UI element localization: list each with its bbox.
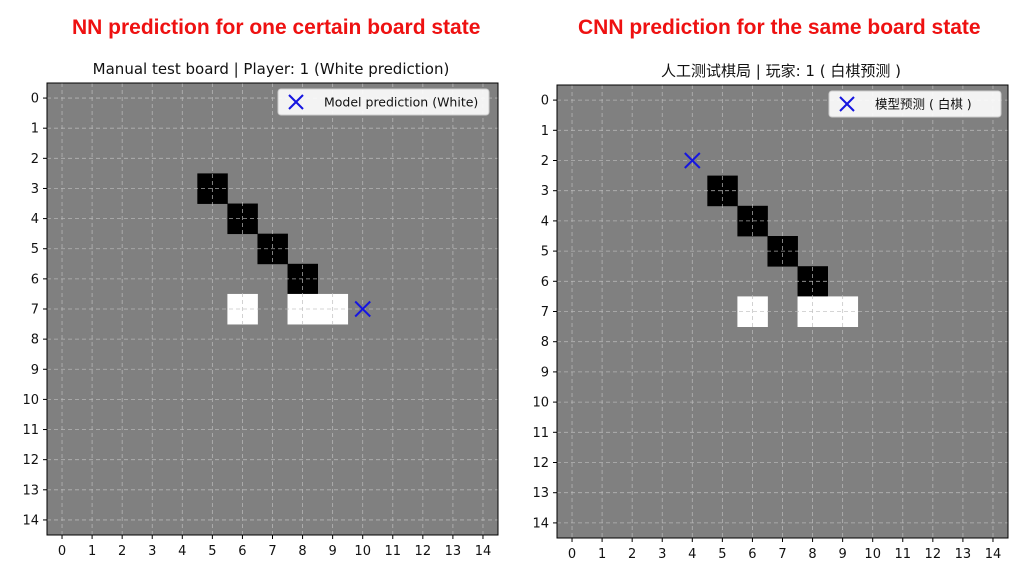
y-tick-label: 1 xyxy=(31,122,39,137)
legend: Model prediction (White) xyxy=(277,88,490,116)
x-tick-label: 8 xyxy=(298,544,306,559)
legend-box xyxy=(828,90,1002,118)
y-tick-label: 14 xyxy=(532,516,549,531)
x-tick-label: 3 xyxy=(148,544,156,559)
y-tick-label: 4 xyxy=(541,214,549,229)
legend-marker-icon xyxy=(839,96,855,112)
x-tick-label: 7 xyxy=(778,547,786,562)
y-tick-label: 3 xyxy=(541,184,549,199)
right-panel-heading: CNN prediction for the same board state xyxy=(578,16,981,39)
y-tick-label: 13 xyxy=(532,486,549,501)
x-tick-label: 6 xyxy=(748,547,756,562)
chart-title: Manual test board | Player: 1 (White pre… xyxy=(93,60,450,78)
x-tick-label: 1 xyxy=(88,544,96,559)
x-tick-label: 5 xyxy=(208,544,216,559)
y-tick-label: 4 xyxy=(31,212,39,227)
y-tick-label: 5 xyxy=(541,245,549,260)
y-tick-label: 6 xyxy=(541,275,549,290)
x-tick-label: 5 xyxy=(718,547,726,562)
x-tick-label: 10 xyxy=(354,544,371,559)
y-tick-label: 10 xyxy=(22,393,39,408)
x-tick-label: 3 xyxy=(658,547,666,562)
y-tick-label: 5 xyxy=(31,242,39,257)
x-tick-label: 14 xyxy=(475,544,492,559)
y-tick-label: 12 xyxy=(22,453,39,468)
legend-box xyxy=(277,88,490,116)
y-tick-label: 0 xyxy=(31,92,39,107)
y-tick-label: 8 xyxy=(31,333,39,348)
chart-title: 人工测试棋局 | 玩家: 1 ( 白棋预测 ) xyxy=(661,62,901,80)
x-tick-label: 0 xyxy=(58,544,66,559)
y-tick-label: 2 xyxy=(31,152,39,167)
y-tick-label: 7 xyxy=(541,305,549,320)
y-tick-label: 1 xyxy=(541,124,549,139)
x-tick-label: 9 xyxy=(838,547,846,562)
x-tick-label: 2 xyxy=(628,547,636,562)
x-tick-label: 9 xyxy=(328,544,336,559)
x-tick-label: 4 xyxy=(688,547,696,562)
y-tick-label: 9 xyxy=(31,363,39,378)
y-tick-label: 0 xyxy=(541,94,549,109)
x-tick-label: 2 xyxy=(118,544,126,559)
legend-label: 模型预测 ( 白棋 ) xyxy=(875,97,972,112)
y-tick-label: 11 xyxy=(22,423,39,438)
x-tick-label: 13 xyxy=(445,544,462,559)
x-tick-label: 4 xyxy=(178,544,186,559)
y-tick-label: 9 xyxy=(541,365,549,380)
x-tick-label: 14 xyxy=(985,547,1002,562)
y-tick-label: 12 xyxy=(532,456,549,471)
y-tick-label: 2 xyxy=(541,154,549,169)
prediction-marker xyxy=(684,152,701,169)
y-tick-label: 6 xyxy=(31,272,39,287)
x-tick-label: 7 xyxy=(268,544,276,559)
x-tick-label: 12 xyxy=(415,544,432,559)
x-tick-label: 0 xyxy=(568,547,576,562)
x-tick-label: 8 xyxy=(808,547,816,562)
prediction-marker xyxy=(354,300,371,318)
y-tick-label: 14 xyxy=(22,513,39,528)
x-tick-label: 10 xyxy=(864,547,881,562)
left-panel-heading: NN prediction for one certain board stat… xyxy=(72,16,481,39)
cnn-board-chart: 人工测试棋局 | 玩家: 1 ( 白棋预测 )0 1 2 3 4 5 6 7 8 9 10 11 12 1… xyxy=(532,62,1009,562)
x-tick-label: 11 xyxy=(384,544,401,559)
x-tick-label: 13 xyxy=(955,547,972,562)
x-tick-label: 1 xyxy=(598,547,606,562)
y-tick-label: 11 xyxy=(532,426,549,441)
y-tick-label: 3 xyxy=(31,182,39,197)
y-tick-label: 13 xyxy=(22,483,39,498)
legend-marker-icon xyxy=(288,94,304,110)
x-tick-label: 12 xyxy=(925,547,942,562)
legend: 模型预测 ( 白棋 ) xyxy=(828,90,1002,118)
y-tick-label: 7 xyxy=(31,303,39,318)
nn-board-chart: Manual test board | Player: 1 (White pre… xyxy=(22,60,499,559)
x-tick-label: 6 xyxy=(238,544,246,559)
legend-label: Model prediction (White) xyxy=(324,95,478,110)
y-tick-label: 10 xyxy=(532,396,549,411)
y-tick-label: 8 xyxy=(541,335,549,350)
x-tick-label: 11 xyxy=(894,547,911,562)
